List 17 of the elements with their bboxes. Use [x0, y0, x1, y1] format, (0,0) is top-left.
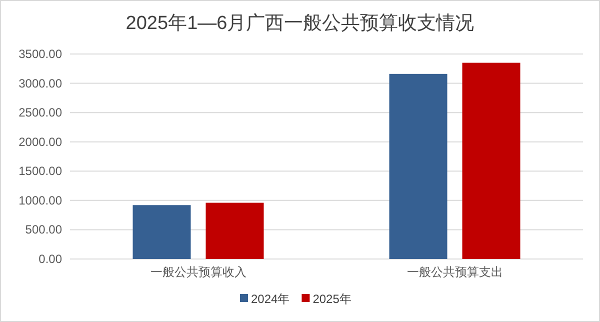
bar: [389, 74, 448, 259]
bar: [206, 202, 264, 259]
chart-title: 2025年1—6月广西一般公共预算收支情况: [126, 12, 474, 34]
y-tick-label: 2500.00: [18, 106, 62, 120]
bar: [132, 205, 191, 259]
y-tick-label: 1000.00: [18, 193, 62, 208]
y-tick-label: 3500.00: [18, 47, 62, 61]
legend-label: 2024年: [251, 292, 290, 306]
y-tick-label: 1500.00: [18, 164, 62, 178]
y-tick-label: 0.00: [38, 252, 62, 266]
legend-label: 2025年: [312, 292, 352, 306]
bar: [462, 62, 520, 259]
x-tick-label: 一般公共预算收入: [150, 265, 246, 279]
y-tick-label: 3000.00: [18, 76, 62, 90]
y-tick-label: 500.00: [25, 222, 62, 237]
y-tick-label: 2000.00: [18, 134, 62, 149]
x-tick-label: 一般公共预算支出: [406, 265, 503, 279]
